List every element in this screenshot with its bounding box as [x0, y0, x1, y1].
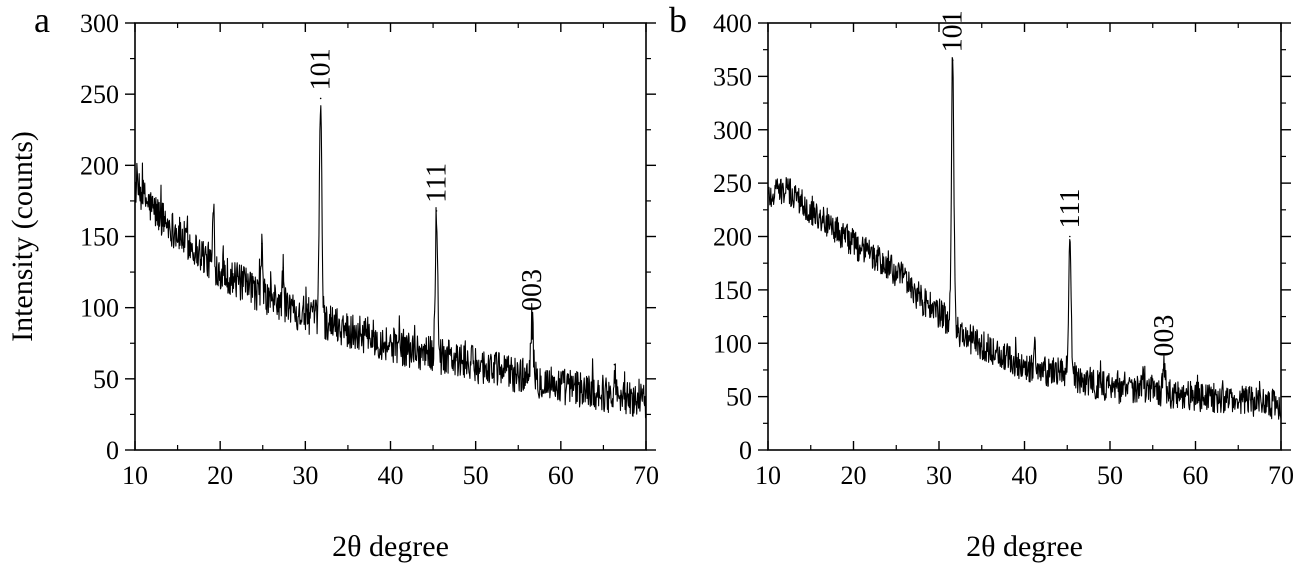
xrd-pattern-line — [134, 105, 647, 419]
peak-label: 111 — [1055, 189, 1086, 229]
x-tick-label: 70 — [633, 461, 659, 490]
x-axis-label: 2θ degree — [332, 530, 449, 563]
peak-point — [1163, 363, 1165, 366]
peak-label: 111 — [421, 163, 452, 203]
y-tick-label: 150 — [713, 276, 752, 305]
peak-point — [282, 267, 284, 269]
peak-label: 003 — [517, 269, 548, 311]
x-tick-label: 10 — [755, 461, 781, 490]
x-tick-label: 60 — [548, 461, 574, 490]
x-tick-label: 70 — [1268, 461, 1294, 490]
x-tick-label: 30 — [926, 461, 952, 490]
x-axis-label: 2θ degree — [966, 530, 1083, 563]
y-tick-label: 100 — [713, 329, 752, 358]
chart-panel-a: 10 20 30 40 50 60 70 0 50 100 150 200 250 300 2θ degre… — [6, 0, 659, 563]
y-tick-label: 250 — [80, 80, 119, 109]
y-axis-label: Intensity (counts) — [6, 131, 39, 342]
peak-label: 101 — [306, 48, 337, 90]
peak-point — [951, 59, 954, 62]
y-tick-label: 0 — [106, 436, 119, 465]
y-tick-label: 200 — [713, 223, 752, 252]
y-tick-label: 350 — [713, 62, 752, 91]
peak-point — [435, 210, 438, 212]
peak-point — [1033, 347, 1036, 350]
panel-label: a — [34, 0, 50, 40]
x-tick-label: 60 — [1183, 461, 1209, 490]
x-tick-label: 20 — [207, 461, 233, 490]
x-tick-label: 50 — [1097, 461, 1123, 490]
y-tick-label: 50 — [726, 383, 752, 412]
peak-point — [1069, 235, 1071, 238]
peak-point — [212, 212, 215, 215]
peak-point — [1142, 374, 1145, 377]
y-tick-label: 0 — [739, 436, 752, 465]
peak-point — [319, 97, 322, 100]
y-tick-label: 300 — [713, 116, 752, 145]
x-tick-label: 50 — [463, 461, 489, 490]
x-tick-label: 30 — [292, 461, 318, 490]
x-tick-label: 10 — [122, 461, 148, 490]
peak-point — [531, 318, 533, 320]
peak-point — [613, 363, 616, 366]
y-tick-label: 400 — [713, 9, 752, 38]
x-tick-label: 20 — [841, 461, 867, 490]
y-tick-label: 50 — [93, 365, 119, 394]
xrd-pattern-line — [767, 57, 1282, 420]
peak-label: 101 — [938, 10, 969, 52]
chart-panel-b: 10 20 30 40 50 60 70 0 50 100 150 200 250 300 350 400 2θ… — [669, 0, 1294, 563]
y-tick-label: 100 — [80, 294, 119, 323]
panel-label: b — [669, 0, 687, 40]
x-tick-label: 40 — [1012, 461, 1038, 490]
y-tick-label: 150 — [80, 223, 119, 252]
y-tick-label: 300 — [80, 9, 119, 38]
x-tick-label: 40 — [378, 461, 404, 490]
y-tick-label: 200 — [80, 151, 119, 180]
peak-label: 003 — [1149, 315, 1180, 357]
peak-point — [261, 242, 263, 245]
y-tick-label: 250 — [713, 169, 752, 198]
